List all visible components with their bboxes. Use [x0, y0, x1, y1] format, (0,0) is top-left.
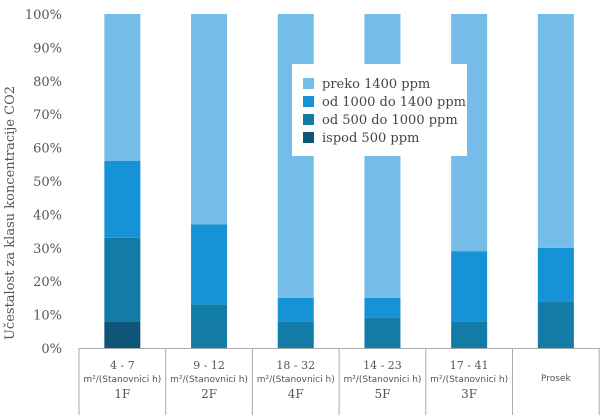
x-category-label: Prosek: [541, 374, 572, 384]
y-tick-label: 10%: [33, 309, 62, 324]
x-category-range: 9 - 12: [193, 359, 225, 372]
x-category-group: 5F: [374, 387, 390, 401]
y-axis-ticks: 0% 10% 20% 30% 40% 50% 60% 70% 80% 90% 100%: [25, 8, 62, 357]
bar-segment: [451, 321, 488, 348]
bar-segment: [537, 247, 574, 302]
bar-segment: [191, 224, 228, 305]
x-axis: 4 - 7 m²/(Stanovnici h) 1F 9 - 12 m²/(Stanov…: [78, 348, 600, 415]
x-category-unit: m²/(Stanovnici h): [343, 375, 421, 385]
bar-segment: [104, 321, 141, 348]
y-tick-label: 50%: [33, 175, 62, 190]
y-axis-label: Učestalost za klasu koncentracije CO2: [3, 86, 18, 340]
x-category-range: 17 - 41: [450, 359, 489, 372]
y-tick-label: 100%: [25, 8, 62, 23]
y-tick-label: 80%: [33, 75, 62, 90]
y-tick-label: 70%: [33, 108, 62, 123]
legend-label: ispod 500 ppm: [322, 131, 419, 146]
bar-segment: [104, 14, 141, 161]
bar-segment: [364, 317, 401, 348]
bar-segment: [104, 160, 141, 238]
x-category-range: 18 - 32: [276, 359, 315, 372]
bar-segment: [191, 14, 228, 225]
x-category-group: 4F: [288, 387, 304, 401]
bar-segment: [451, 251, 488, 322]
x-category-range: 4 - 7: [110, 359, 135, 372]
x-category-group: 2F: [201, 387, 217, 401]
y-tick-label: 0%: [41, 342, 62, 357]
legend-swatch: [303, 96, 314, 107]
bar-segment: [277, 321, 314, 348]
y-tick-label: 40%: [33, 208, 62, 223]
x-category-group: 3F: [461, 387, 477, 401]
legend-swatch: [303, 132, 314, 143]
bar-segment: [537, 301, 574, 348]
x-category-unit: m²/(Stanovnici h): [170, 375, 248, 385]
bar-segment: [277, 297, 314, 322]
legend: preko 1400 ppm od 1000 do 1400 ppm od 500 …: [292, 64, 467, 156]
x-category-unit: m²/(Stanovnici h): [430, 375, 508, 385]
x-category-group: 1F: [114, 387, 130, 401]
y-tick-label: 60%: [33, 142, 62, 157]
y-tick-label: 30%: [33, 242, 62, 257]
bar-segment: [364, 297, 401, 318]
x-category-range: 14 - 23: [363, 359, 402, 372]
bar-segment: [191, 304, 228, 348]
legend-label: od 1000 do 1400 ppm: [322, 95, 466, 110]
legend-swatch: [303, 114, 314, 125]
legend-label: preko 1400 ppm: [322, 77, 430, 92]
legend-box: [292, 64, 467, 156]
bar-segment: [104, 237, 141, 322]
legend-label: od 500 do 1000 ppm: [322, 113, 458, 128]
x-category-unit: m²/(Stanovnici h): [83, 375, 161, 385]
x-category-unit: m²/(Stanovnici h): [257, 375, 335, 385]
y-tick-label: 90%: [33, 41, 62, 56]
legend-swatch: [303, 78, 314, 89]
bar-segment: [537, 14, 574, 248]
bars: [104, 14, 574, 348]
y-tick-label: 20%: [33, 275, 62, 290]
